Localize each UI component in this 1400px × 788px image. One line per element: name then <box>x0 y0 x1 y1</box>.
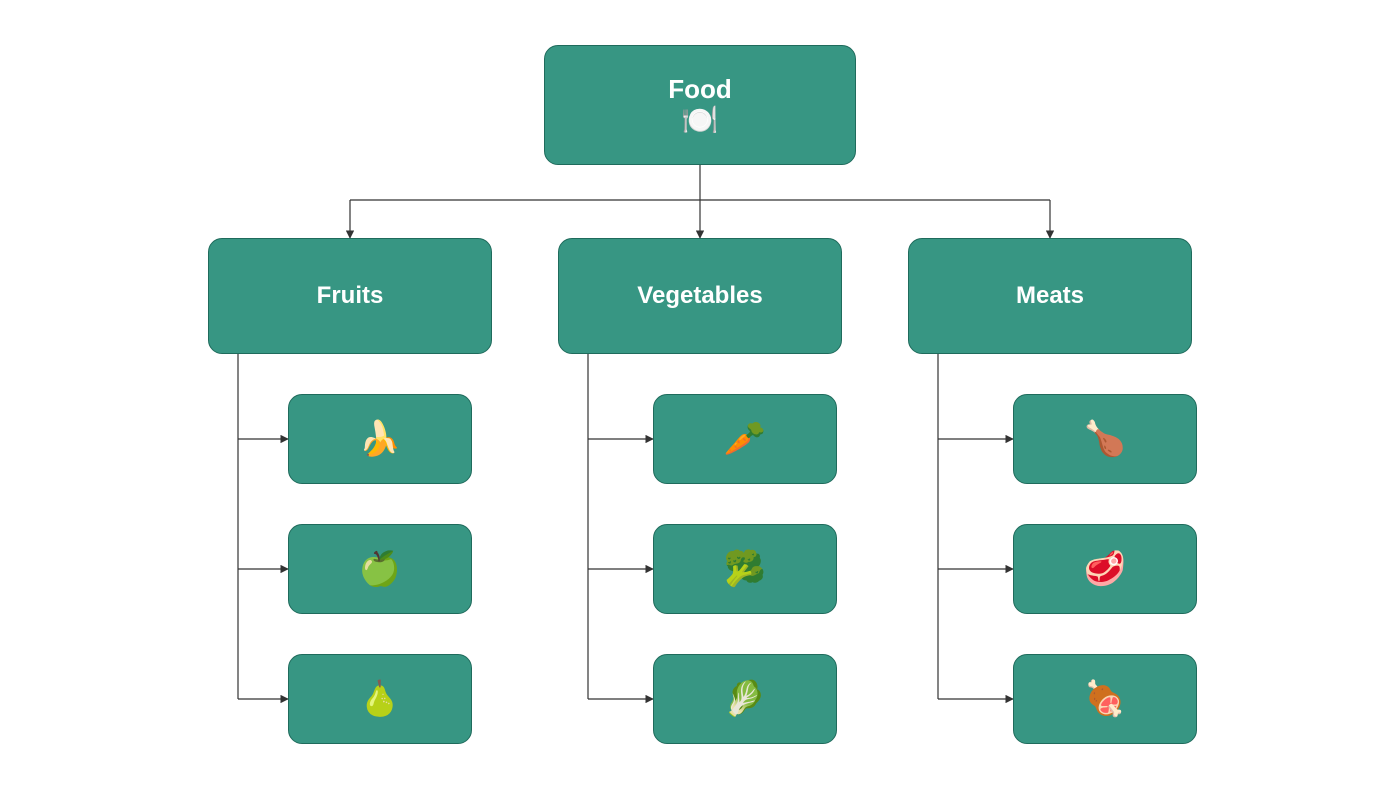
node-label: Vegetables <box>637 282 762 311</box>
node-steak: 🥩 <box>1013 524 1197 614</box>
node-poultry: 🍗 <box>1013 394 1197 484</box>
node-fruits: Fruits <box>208 238 492 354</box>
node-broccoli: 🥦 <box>653 524 837 614</box>
banana-icon: 🍌 <box>359 422 401 456</box>
leafy-green-icon: 🥬 <box>724 682 766 716</box>
node-label: Food <box>668 74 732 105</box>
node-pear: 🍐 <box>288 654 472 744</box>
pear-icon: 🍐 <box>359 682 401 716</box>
meat-on-bone-icon: 🍖 <box>1084 682 1126 716</box>
node-lettuce: 🥬 <box>653 654 837 744</box>
node-apple: 🍏 <box>288 524 472 614</box>
node-meatbone: 🍖 <box>1013 654 1197 744</box>
node-label: Fruits <box>317 282 384 311</box>
plate-cutlery-icon: 🍽️ <box>681 106 718 136</box>
node-food: Food🍽️ <box>544 45 856 165</box>
node-meats: Meats <box>908 238 1192 354</box>
carrot-icon: 🥕 <box>724 422 766 456</box>
green-apple-icon: 🍏 <box>359 552 401 586</box>
broccoli-icon: 🥦 <box>724 552 766 586</box>
diagram-canvas: Food🍽️ Fruits 🍌 🍏 🍐 Vegetables 🥕 🥦 🥬 Meats 🍗 🥩 🍖 <box>0 0 1400 788</box>
poultry-leg-icon: 🍗 <box>1084 422 1126 456</box>
node-banana: 🍌 <box>288 394 472 484</box>
node-vegetables: Vegetables <box>558 238 842 354</box>
node-label: Meats <box>1016 282 1084 311</box>
cut-of-meat-icon: 🥩 <box>1084 552 1126 586</box>
node-carrot: 🥕 <box>653 394 837 484</box>
